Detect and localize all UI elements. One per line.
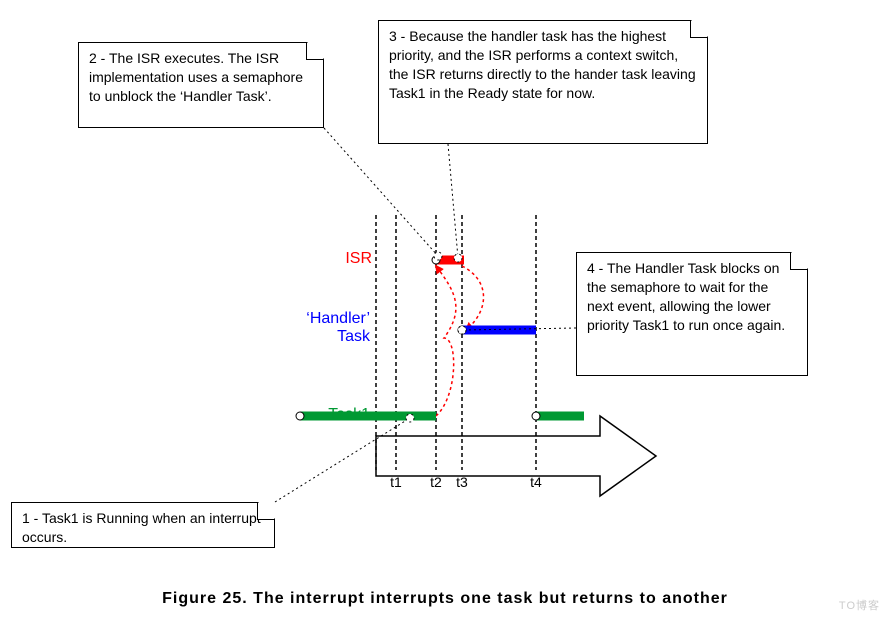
fold-corner-icon [790,253,807,270]
tick-t4: t4 [526,474,546,490]
tick-t2: t2 [426,474,446,490]
watermark: TO博客 [839,597,880,613]
fold-corner-icon [690,21,707,38]
annotation-4-text: 4 - The Handler Task blocks on the semap… [587,260,785,333]
tick-t3: t3 [452,474,472,490]
annotation-3-text: 3 - Because the handler task has the hig… [389,28,696,101]
annotation-4: 4 - The Handler Task blocks on the semap… [576,252,808,376]
figure-caption: Figure 25. The interrupt interrupts one … [0,590,890,608]
fold-corner-icon [306,43,323,60]
annotation-1-text: 1 - Task1 is Running when an interrupt o… [22,510,261,545]
annotation-1: 1 - Task1 is Running when an interrupt o… [11,502,275,548]
annotation-2: 2 - The ISR executes. The ISR implementa… [78,42,324,128]
annotation-2-text: 2 - The ISR executes. The ISR implementa… [89,50,303,104]
annotation-3: 3 - Because the handler task has the hig… [378,20,708,144]
lane-label-task1: Task1 [0,406,370,424]
fold-corner-icon [257,503,274,520]
lane-label-handler: ‘Handler’Task [0,310,370,346]
time-arrow [376,416,656,496]
lane-label-isr: ISR [0,250,372,268]
tick-t1: t1 [386,474,406,490]
